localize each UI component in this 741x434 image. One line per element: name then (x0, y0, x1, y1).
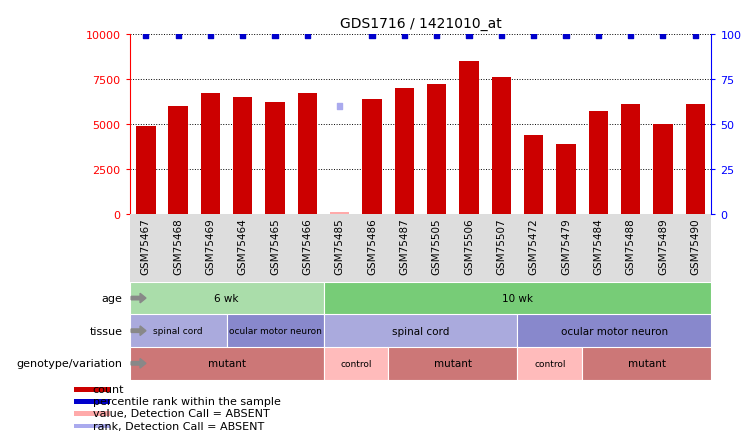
Text: mutant: mutant (628, 358, 665, 368)
Point (431, 33, 442, 40)
Text: tissue: tissue (89, 326, 122, 336)
Text: GSM75472: GSM75472 (528, 218, 539, 275)
Text: GSM75505: GSM75505 (432, 218, 442, 275)
Text: count: count (93, 385, 124, 395)
Bar (298, 94, 317, 215)
Point (399, 33, 411, 40)
Bar (233, 98, 253, 215)
Text: GSM75506: GSM75506 (464, 218, 474, 275)
Bar (168, 107, 187, 215)
Bar (130, 347, 324, 380)
Text: control: control (340, 359, 372, 368)
Text: GSM75487: GSM75487 (399, 218, 409, 275)
Text: GSM75488: GSM75488 (625, 218, 636, 275)
Point (302, 33, 313, 40)
Point (172, 33, 184, 40)
Bar (130, 282, 324, 315)
Bar (362, 99, 382, 215)
Bar (330, 212, 350, 215)
Text: rank, Detection Call = ABSENT: rank, Detection Call = ABSENT (93, 421, 264, 431)
Text: 6 wk: 6 wk (214, 293, 239, 303)
Text: GSM75490: GSM75490 (690, 218, 700, 275)
Bar (685, 105, 705, 215)
Text: spinal cord: spinal cord (392, 326, 449, 336)
Point (657, 33, 669, 40)
Text: percentile rank within the sample: percentile rank within the sample (93, 397, 281, 406)
Text: GSM75466: GSM75466 (302, 218, 313, 275)
Text: GSM75468: GSM75468 (173, 218, 183, 275)
Bar (324, 315, 517, 347)
Bar (517, 315, 711, 347)
Bar (459, 62, 479, 215)
Point (528, 33, 539, 40)
Bar (427, 85, 446, 215)
Text: spinal cord: spinal cord (153, 326, 203, 335)
Point (366, 33, 378, 40)
Bar (227, 315, 324, 347)
Bar (582, 347, 711, 380)
Bar (136, 127, 156, 215)
Bar (201, 94, 220, 215)
Bar (74, 388, 110, 391)
Bar (130, 315, 227, 347)
Text: GSM75464: GSM75464 (238, 218, 247, 275)
Point (689, 33, 701, 40)
Bar (265, 103, 285, 215)
Bar (491, 78, 511, 215)
Point (333, 103, 345, 110)
Text: GSM75465: GSM75465 (270, 218, 280, 275)
Text: GSM75485: GSM75485 (335, 218, 345, 275)
Bar (654, 125, 673, 215)
Bar (324, 282, 711, 315)
Point (205, 33, 216, 40)
Bar (395, 89, 414, 215)
Point (269, 33, 281, 40)
Bar (524, 135, 543, 215)
Text: age: age (102, 293, 122, 303)
Bar (324, 347, 388, 380)
Text: genotype/variation: genotype/variation (16, 358, 122, 368)
Point (496, 33, 508, 40)
Bar (556, 145, 576, 215)
Text: 10 wk: 10 wk (502, 293, 533, 303)
Text: GSM75486: GSM75486 (367, 218, 377, 275)
Text: GSM75507: GSM75507 (496, 218, 506, 275)
Text: ocular motor neuron: ocular motor neuron (561, 326, 668, 336)
Text: GSM75469: GSM75469 (205, 218, 216, 275)
Point (625, 33, 637, 40)
Text: control: control (534, 359, 565, 368)
Text: mutant: mutant (207, 358, 245, 368)
Text: GSM75489: GSM75489 (658, 218, 668, 275)
Bar (621, 105, 640, 215)
Title: GDS1716 / 1421010_at: GDS1716 / 1421010_at (339, 17, 502, 31)
Bar (74, 399, 110, 404)
Text: GSM75479: GSM75479 (561, 218, 571, 275)
Point (237, 33, 249, 40)
Bar (74, 411, 110, 416)
Text: GSM75484: GSM75484 (594, 218, 603, 275)
Bar (388, 347, 517, 380)
Point (140, 33, 152, 40)
Text: GSM75467: GSM75467 (141, 218, 151, 275)
Text: ocular motor neuron: ocular motor neuron (229, 326, 322, 335)
Text: mutant: mutant (433, 358, 472, 368)
Bar (74, 424, 110, 428)
Text: value, Detection Call = ABSENT: value, Detection Call = ABSENT (93, 408, 270, 418)
Bar (588, 112, 608, 215)
Point (463, 33, 475, 40)
Point (592, 33, 604, 40)
Bar (517, 347, 582, 380)
Point (560, 33, 572, 40)
